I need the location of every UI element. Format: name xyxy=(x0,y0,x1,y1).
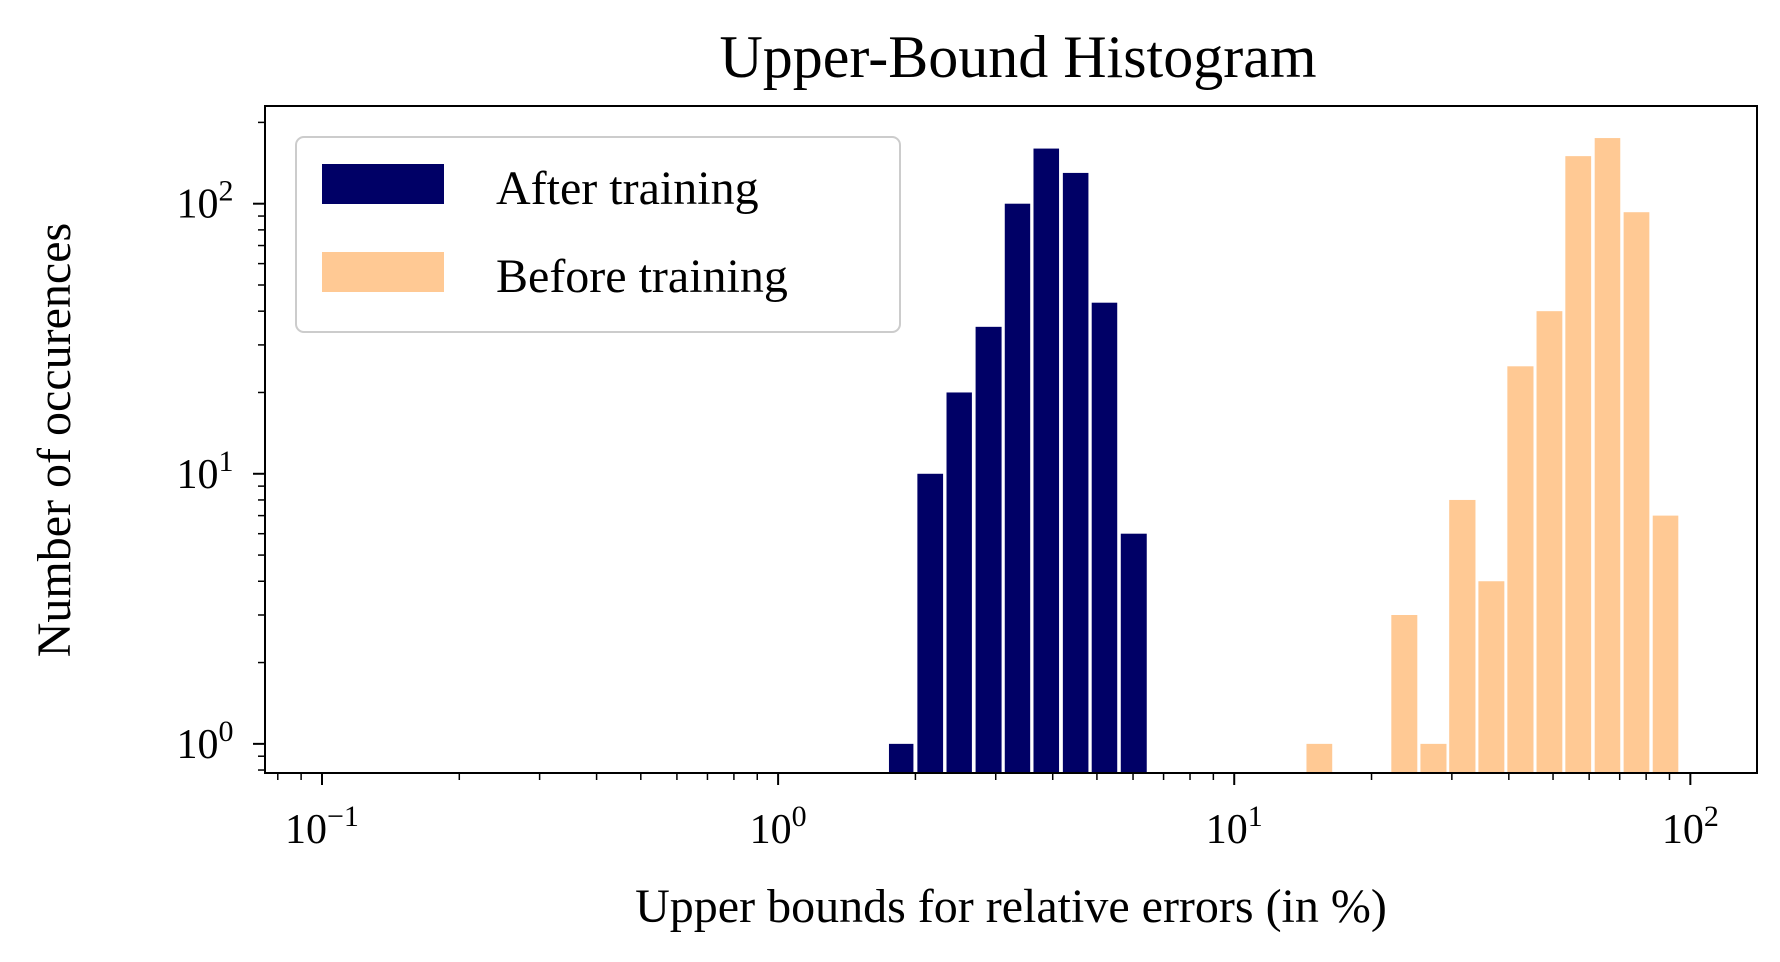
x-tick-label-2: 101 xyxy=(1206,800,1263,853)
bar-after-training-8 xyxy=(1120,533,1147,773)
bar-after-training-5 xyxy=(1033,148,1060,773)
y-axis-ticks: 100 101 102 xyxy=(177,121,265,771)
plot-area xyxy=(888,138,1679,774)
bar-after-training-6 xyxy=(1062,172,1089,774)
x-axis-ticks: 10−1 100 101 102 xyxy=(277,773,1719,853)
bar-before-training-4 xyxy=(1478,581,1505,773)
y-axis-label: Number of occurences xyxy=(28,223,81,657)
legend-swatch-before-training xyxy=(322,252,444,292)
bar-before-training-5 xyxy=(1507,366,1534,773)
bar-after-training-0 xyxy=(888,743,914,773)
legend: After training Before training xyxy=(295,136,901,333)
x-axis-label: Upper bounds for relative errors (in %) xyxy=(635,880,1387,933)
bar-before-training-1 xyxy=(1391,615,1418,773)
bar-after-training-2 xyxy=(946,392,972,773)
y-tick-label-2: 102 xyxy=(177,175,234,228)
series-after-training xyxy=(888,148,1147,774)
bar-before-training-9 xyxy=(1623,212,1650,773)
bar-before-training-8 xyxy=(1594,138,1621,773)
x-tick-label-0: 10−1 xyxy=(285,800,359,853)
y-tick-label-0: 100 xyxy=(177,715,234,768)
legend-swatch-after-training xyxy=(322,164,444,204)
bar-before-training-10 xyxy=(1652,515,1679,773)
series-before-training xyxy=(1306,138,1679,773)
chart-title: Upper-Bound Histogram xyxy=(719,24,1316,90)
legend-box xyxy=(295,136,901,333)
bar-after-training-1 xyxy=(917,473,944,773)
bar-before-training-7 xyxy=(1565,156,1592,773)
bar-after-training-7 xyxy=(1091,302,1118,773)
y-tick-label-1: 101 xyxy=(177,445,234,498)
legend-label-before-training: Before training xyxy=(496,250,788,303)
bar-after-training-3 xyxy=(975,326,1002,773)
bar-before-training-6 xyxy=(1536,311,1563,773)
axes-frame xyxy=(264,105,1758,774)
bar-before-training-3 xyxy=(1449,499,1476,773)
bar-before-training-0 xyxy=(1306,743,1333,773)
x-tick-label-1: 100 xyxy=(750,800,807,853)
x-tick-label-3: 102 xyxy=(1662,800,1719,853)
bar-after-training-4 xyxy=(1004,203,1031,773)
legend-label-after-training: After training xyxy=(496,162,759,215)
bar-before-training-2 xyxy=(1420,743,1447,773)
